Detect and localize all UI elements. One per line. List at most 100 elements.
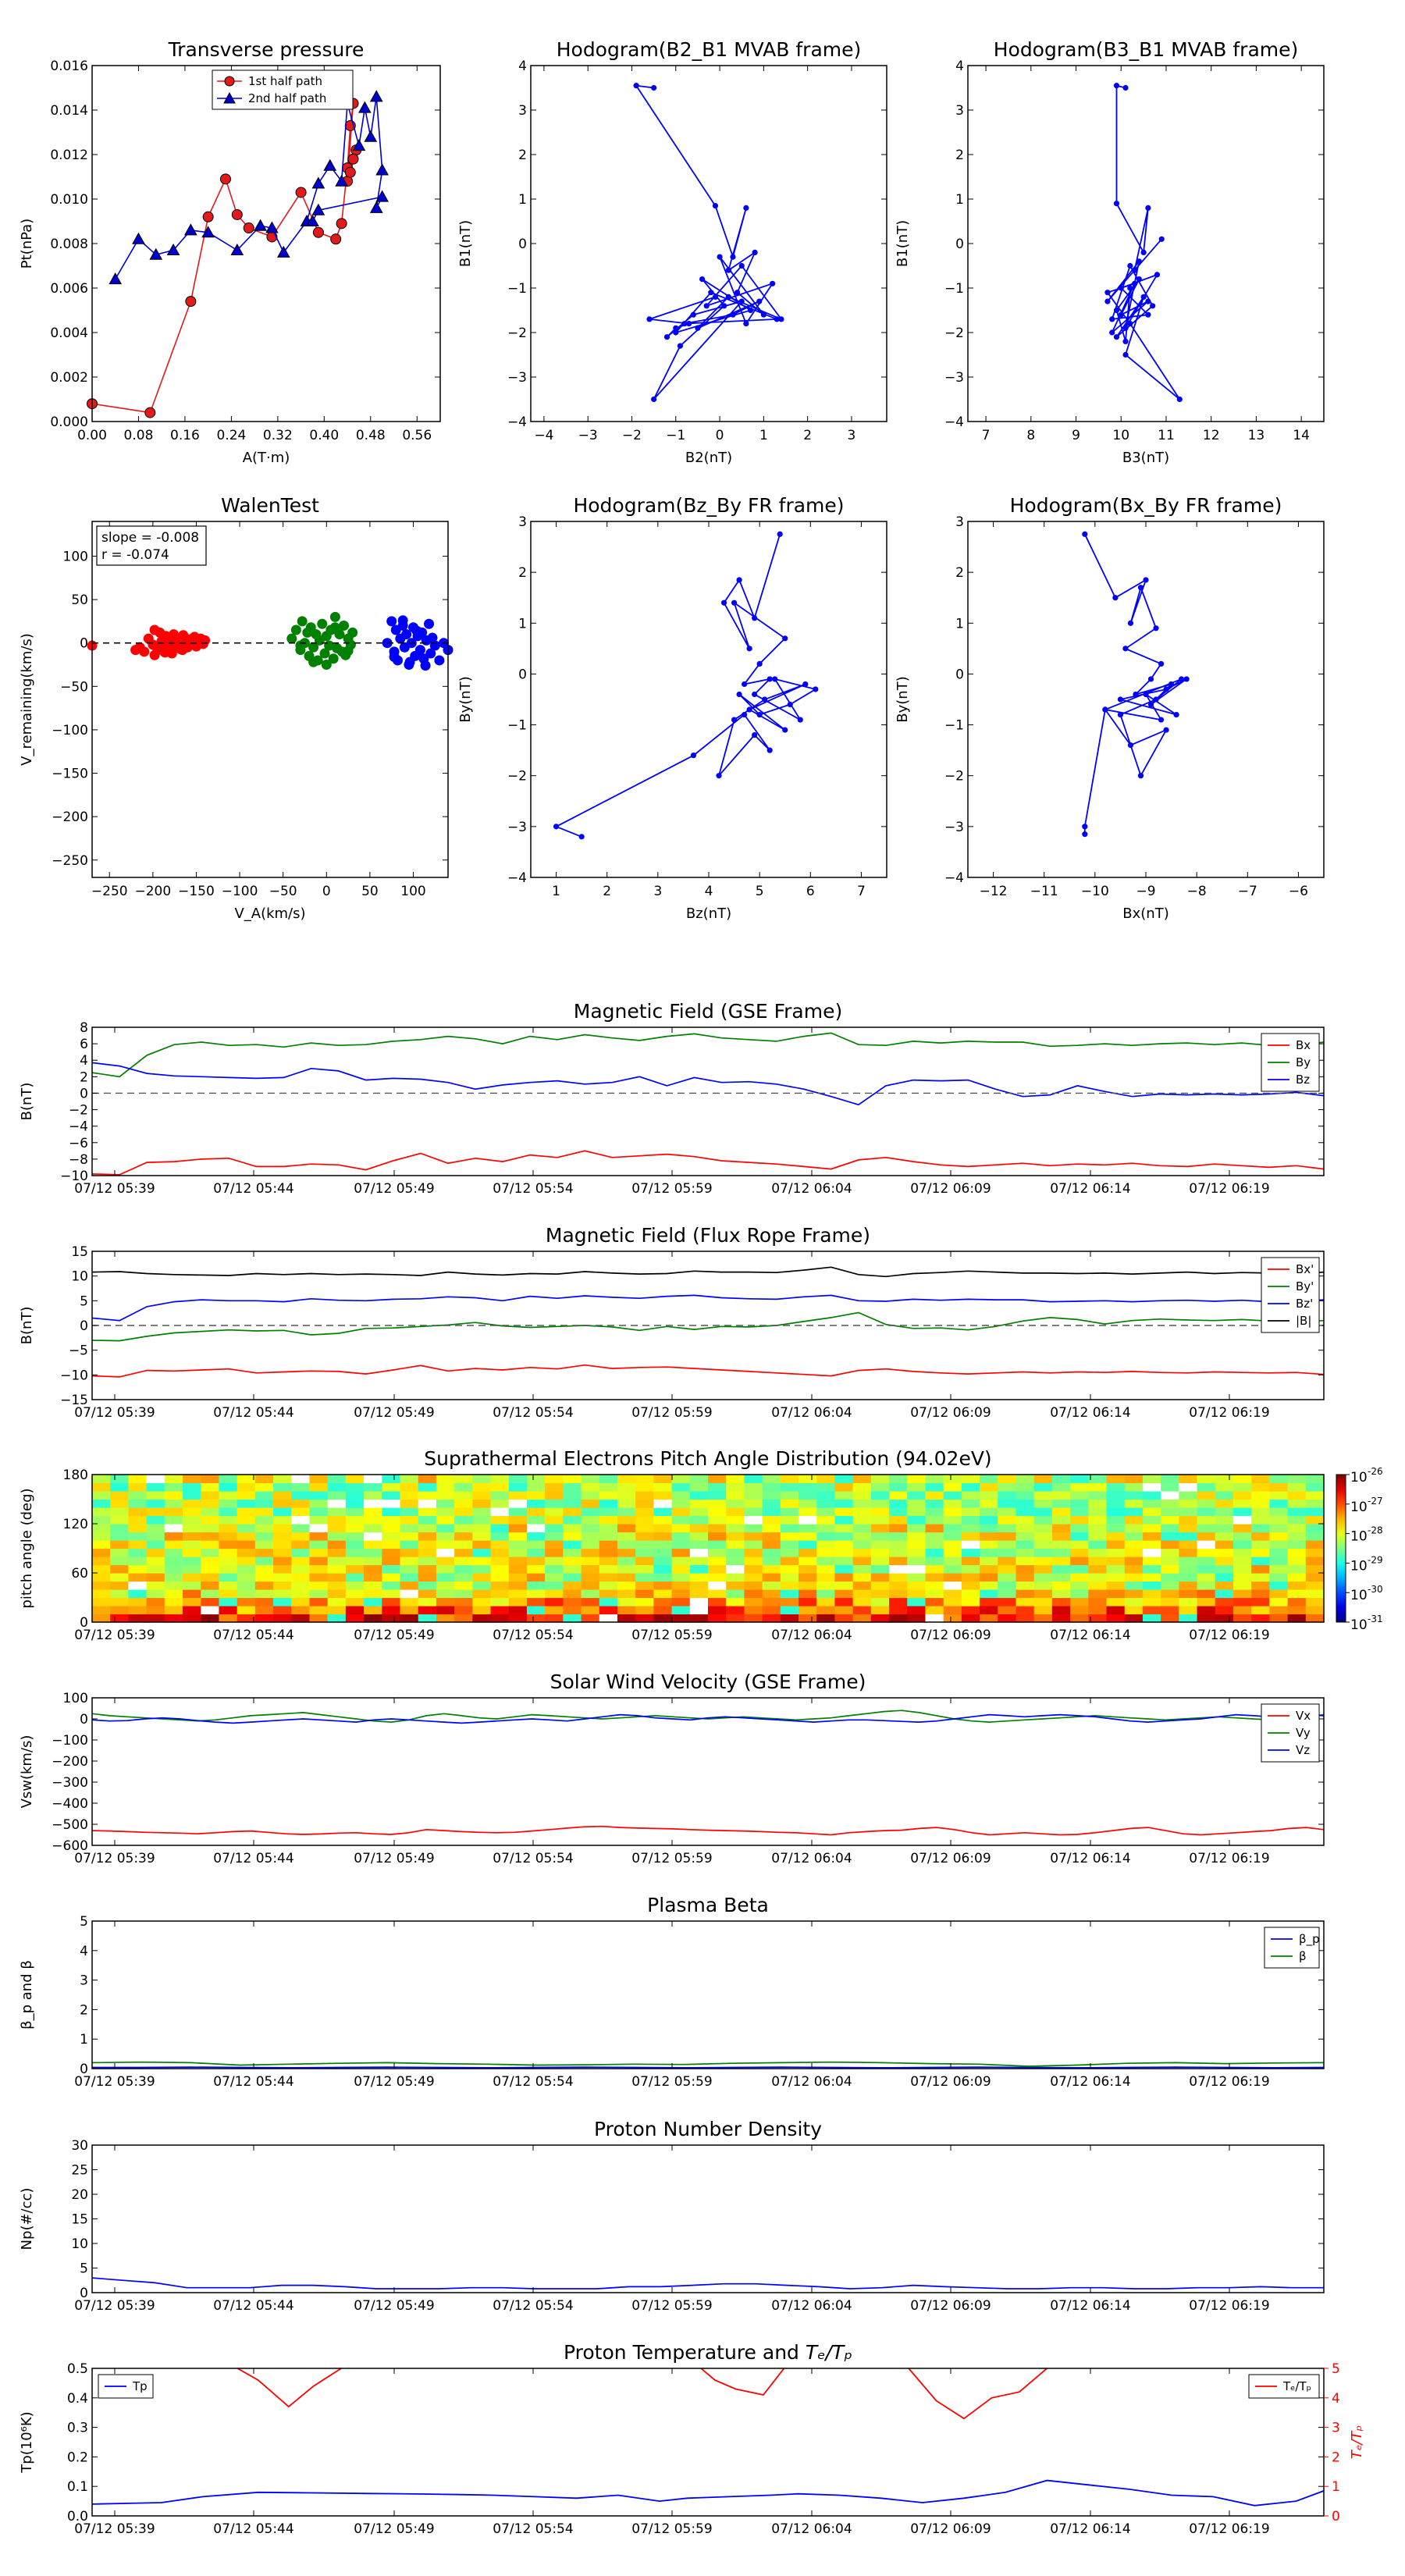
- pad-heatmap-cell: [164, 1597, 183, 1606]
- pad-heatmap-cell: [726, 1597, 745, 1606]
- pad-heatmap-cell: [110, 1532, 130, 1541]
- pad-heatmap-cell: [1106, 1573, 1126, 1582]
- pad-heatmap-cell: [1070, 1597, 1089, 1606]
- pad-heatmap-cell: [400, 1597, 419, 1606]
- pad-heatmap-cell: [961, 1482, 980, 1492]
- pt-point: [375, 190, 389, 202]
- pad-heatmap-cell: [1051, 1491, 1071, 1500]
- pad-heatmap-cell: [183, 1573, 201, 1582]
- pad-heatmap-cell: [1232, 1491, 1252, 1500]
- pad-heatmap-cell: [1142, 1557, 1161, 1566]
- pad-heatmap-cell: [980, 1557, 998, 1566]
- pad-heatmap-cell: [708, 1614, 727, 1623]
- pad-heatmap-cell: [708, 1532, 727, 1541]
- pad-heatmap-cell: [617, 1614, 636, 1623]
- pad-heatmap-cell: [961, 1614, 980, 1623]
- pad-heatmap-cell: [1215, 1540, 1234, 1550]
- vsw-time-label: 07/12 05:49: [354, 1851, 434, 1866]
- pad-heatmap-cell: [436, 1524, 455, 1533]
- pad-heatmap-cell: [1016, 1540, 1035, 1550]
- hodo2-point: [1158, 236, 1165, 242]
- pad-heatmap-cell: [581, 1491, 600, 1500]
- pad-heatmap-cell: [1251, 1573, 1270, 1582]
- bgse-title: Magnetic Field (GSE Frame): [574, 1000, 842, 1023]
- pad-heatmap-cell: [671, 1548, 691, 1557]
- pad-heatmap-cell: [870, 1475, 890, 1484]
- pad-heatmap-cell: [635, 1482, 654, 1492]
- pad-heatmap-cell: [545, 1548, 564, 1557]
- pad-heatmap-cell: [1251, 1540, 1270, 1550]
- vsw-time-label: 07/12 05:44: [213, 1851, 293, 1866]
- pad-heatmap-cell: [309, 1515, 329, 1525]
- pad-heatmap-cell: [744, 1589, 763, 1599]
- pad-heatmap-cell: [382, 1524, 401, 1533]
- pad-heatmap-cell: [689, 1532, 709, 1541]
- tp-title-prefix: Proton Temperature and: [564, 2341, 806, 2364]
- pad-heatmap-cell: [1305, 1548, 1325, 1557]
- pad-heatmap-cell: [907, 1589, 927, 1599]
- pad-heatmap-cell: [653, 1482, 673, 1492]
- pad-heatmap-cell: [364, 1507, 382, 1517]
- np-ytick-label: 10: [71, 2236, 88, 2252]
- pt-point: [202, 211, 214, 222]
- hodo3-xtick-label: 6: [806, 884, 815, 899]
- pad-heatmap-cell: [309, 1614, 329, 1623]
- pad-heatmap-cell: [834, 1589, 854, 1599]
- pad-heatmap-cell: [744, 1499, 763, 1508]
- pad-heatmap-cell: [201, 1524, 220, 1533]
- pad-heatmap-cell: [1016, 1581, 1035, 1590]
- hodo4-ytick-label: 1: [955, 616, 964, 632]
- pad-heatmap-cell: [164, 1557, 183, 1566]
- pad-heatmap-cell: [183, 1589, 201, 1599]
- hodo3-point: [742, 711, 748, 718]
- pad-heatmap-cell: [563, 1548, 582, 1557]
- pad-heatmap-cell: [1179, 1482, 1198, 1492]
- pad-heatmap-cell: [708, 1524, 727, 1533]
- pad-heatmap-cell: [164, 1581, 183, 1590]
- hodo2-point: [1104, 298, 1111, 304]
- hodo1-point: [708, 290, 714, 296]
- pad-heatmap-cell: [889, 1573, 908, 1582]
- pt-point: [330, 233, 342, 245]
- pad-heatmap-cell: [309, 1557, 329, 1566]
- pad-heatmap-cell: [799, 1482, 817, 1492]
- pad-heatmap-cell: [943, 1482, 962, 1492]
- hodo1-point: [752, 249, 758, 255]
- pad-heatmap-cell: [617, 1557, 636, 1566]
- pad-heatmap-cell: [689, 1515, 709, 1525]
- pad-heatmap-cell: [816, 1507, 836, 1517]
- pad-heatmap-cell: [581, 1507, 600, 1517]
- hodo4-ytick-label: 3: [955, 514, 964, 530]
- pad-heatmap-cell: [1179, 1564, 1198, 1574]
- pad-heatmap-cell: [799, 1540, 817, 1550]
- pad-heatmap-cell: [237, 1491, 256, 1500]
- pad-heatmap-cell: [508, 1482, 528, 1492]
- pad-heatmap-cell: [1142, 1524, 1161, 1533]
- hodo1-point: [633, 83, 639, 89]
- pad-heatmap-cell: [364, 1482, 382, 1492]
- pad-heatmap-cell: [799, 1532, 817, 1541]
- pad-heatmap-cell: [273, 1524, 292, 1533]
- hodo3-xtick-label: 5: [756, 884, 764, 899]
- pad-heatmap-cell: [635, 1597, 654, 1606]
- hodo4-point: [1133, 691, 1139, 698]
- pad-heatmap-cell: [799, 1564, 817, 1574]
- pad-heatmap-cell: [1179, 1557, 1198, 1566]
- pad-heatmap-cell: [164, 1499, 183, 1508]
- pad-heatmap-cell: [364, 1491, 382, 1500]
- pad-heatmap-cell: [508, 1606, 528, 1615]
- pad-heatmap-cell: [364, 1540, 382, 1550]
- pad-heatmap-cell: [1197, 1606, 1216, 1615]
- pad-heatmap-cell: [617, 1573, 636, 1582]
- bgse-time-label: 07/12 06:19: [1189, 1181, 1269, 1197]
- pad-heatmap-cell: [870, 1524, 890, 1533]
- bgse-ytick-label: −6: [69, 1136, 88, 1151]
- walen-frame: [91, 521, 449, 878]
- tp-time-label: 07/12 06:19: [1189, 2521, 1269, 2537]
- pad-heatmap-cell: [254, 1507, 274, 1517]
- pad-heatmap-cell: [219, 1581, 238, 1590]
- pad-heatmap-cell: [436, 1573, 455, 1582]
- pad-heatmap-cell: [834, 1548, 854, 1557]
- hodo1-point: [725, 267, 731, 273]
- bgse-time-label: 07/12 05:39: [74, 1181, 155, 1197]
